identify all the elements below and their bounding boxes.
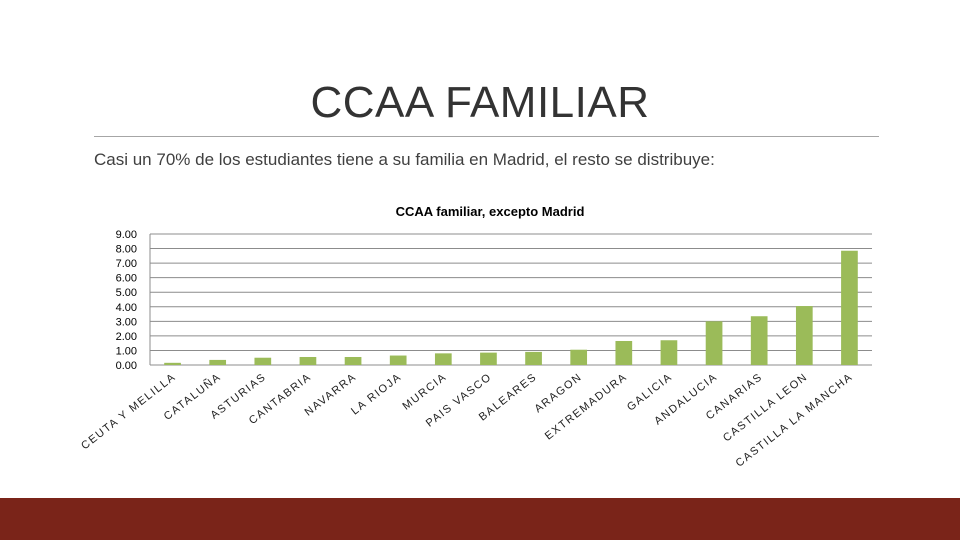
bar	[434, 353, 452, 365]
chart-bars	[164, 250, 858, 365]
x-tick-label: CASTILLA LEON	[721, 371, 810, 444]
y-tick-label: 5.00	[116, 287, 137, 299]
bar	[750, 316, 768, 365]
bar	[660, 340, 678, 365]
bar	[705, 321, 723, 365]
bar	[615, 340, 633, 365]
bar	[480, 352, 497, 365]
bar	[795, 306, 813, 365]
bar	[344, 356, 362, 365]
x-tick-label: EXTREMADURA	[543, 371, 630, 443]
y-tick-label: 7.00	[116, 258, 137, 270]
bar	[164, 362, 181, 365]
slide-subtitle: Casi un 70% de los estudiantes tiene a s…	[94, 150, 715, 169]
bar	[209, 359, 227, 365]
y-tick-label: 8.00	[116, 244, 137, 256]
y-tick-label: 1.00	[116, 345, 137, 357]
bar	[254, 357, 272, 365]
bar	[841, 250, 858, 365]
x-tick-label: LA RIOJA	[349, 371, 404, 418]
bar	[570, 349, 588, 365]
y-tick-label: 3.00	[116, 316, 137, 328]
title-divider	[94, 136, 879, 137]
y-tick-label: 4.00	[116, 302, 137, 314]
footer-bar	[0, 498, 960, 540]
y-tick-label: 2.00	[116, 331, 137, 343]
bar	[299, 356, 317, 365]
x-axis-ticks: CEUTA Y MELILLACATALUÑAASTURIASCANTABRIA…	[79, 370, 855, 470]
y-tick-label: 9.00	[116, 229, 137, 241]
chart-title: CCAA familiar, excepto Madrid	[396, 204, 585, 219]
y-tick-label: 0.00	[116, 360, 137, 372]
bar	[525, 351, 542, 365]
y-axis-ticks: 0.00 1.00 2.00 3.00 4.00 5.00 6.00 7.00 8.00 9.00	[116, 229, 137, 372]
y-tick-label: 6.00	[116, 273, 137, 285]
slide-title: CCAA FAMILIAR	[310, 78, 650, 127]
bar	[389, 355, 407, 365]
bar-chart: CCAA familiar, excepto Madrid 0.00 1.00 2.…	[79, 204, 872, 470]
